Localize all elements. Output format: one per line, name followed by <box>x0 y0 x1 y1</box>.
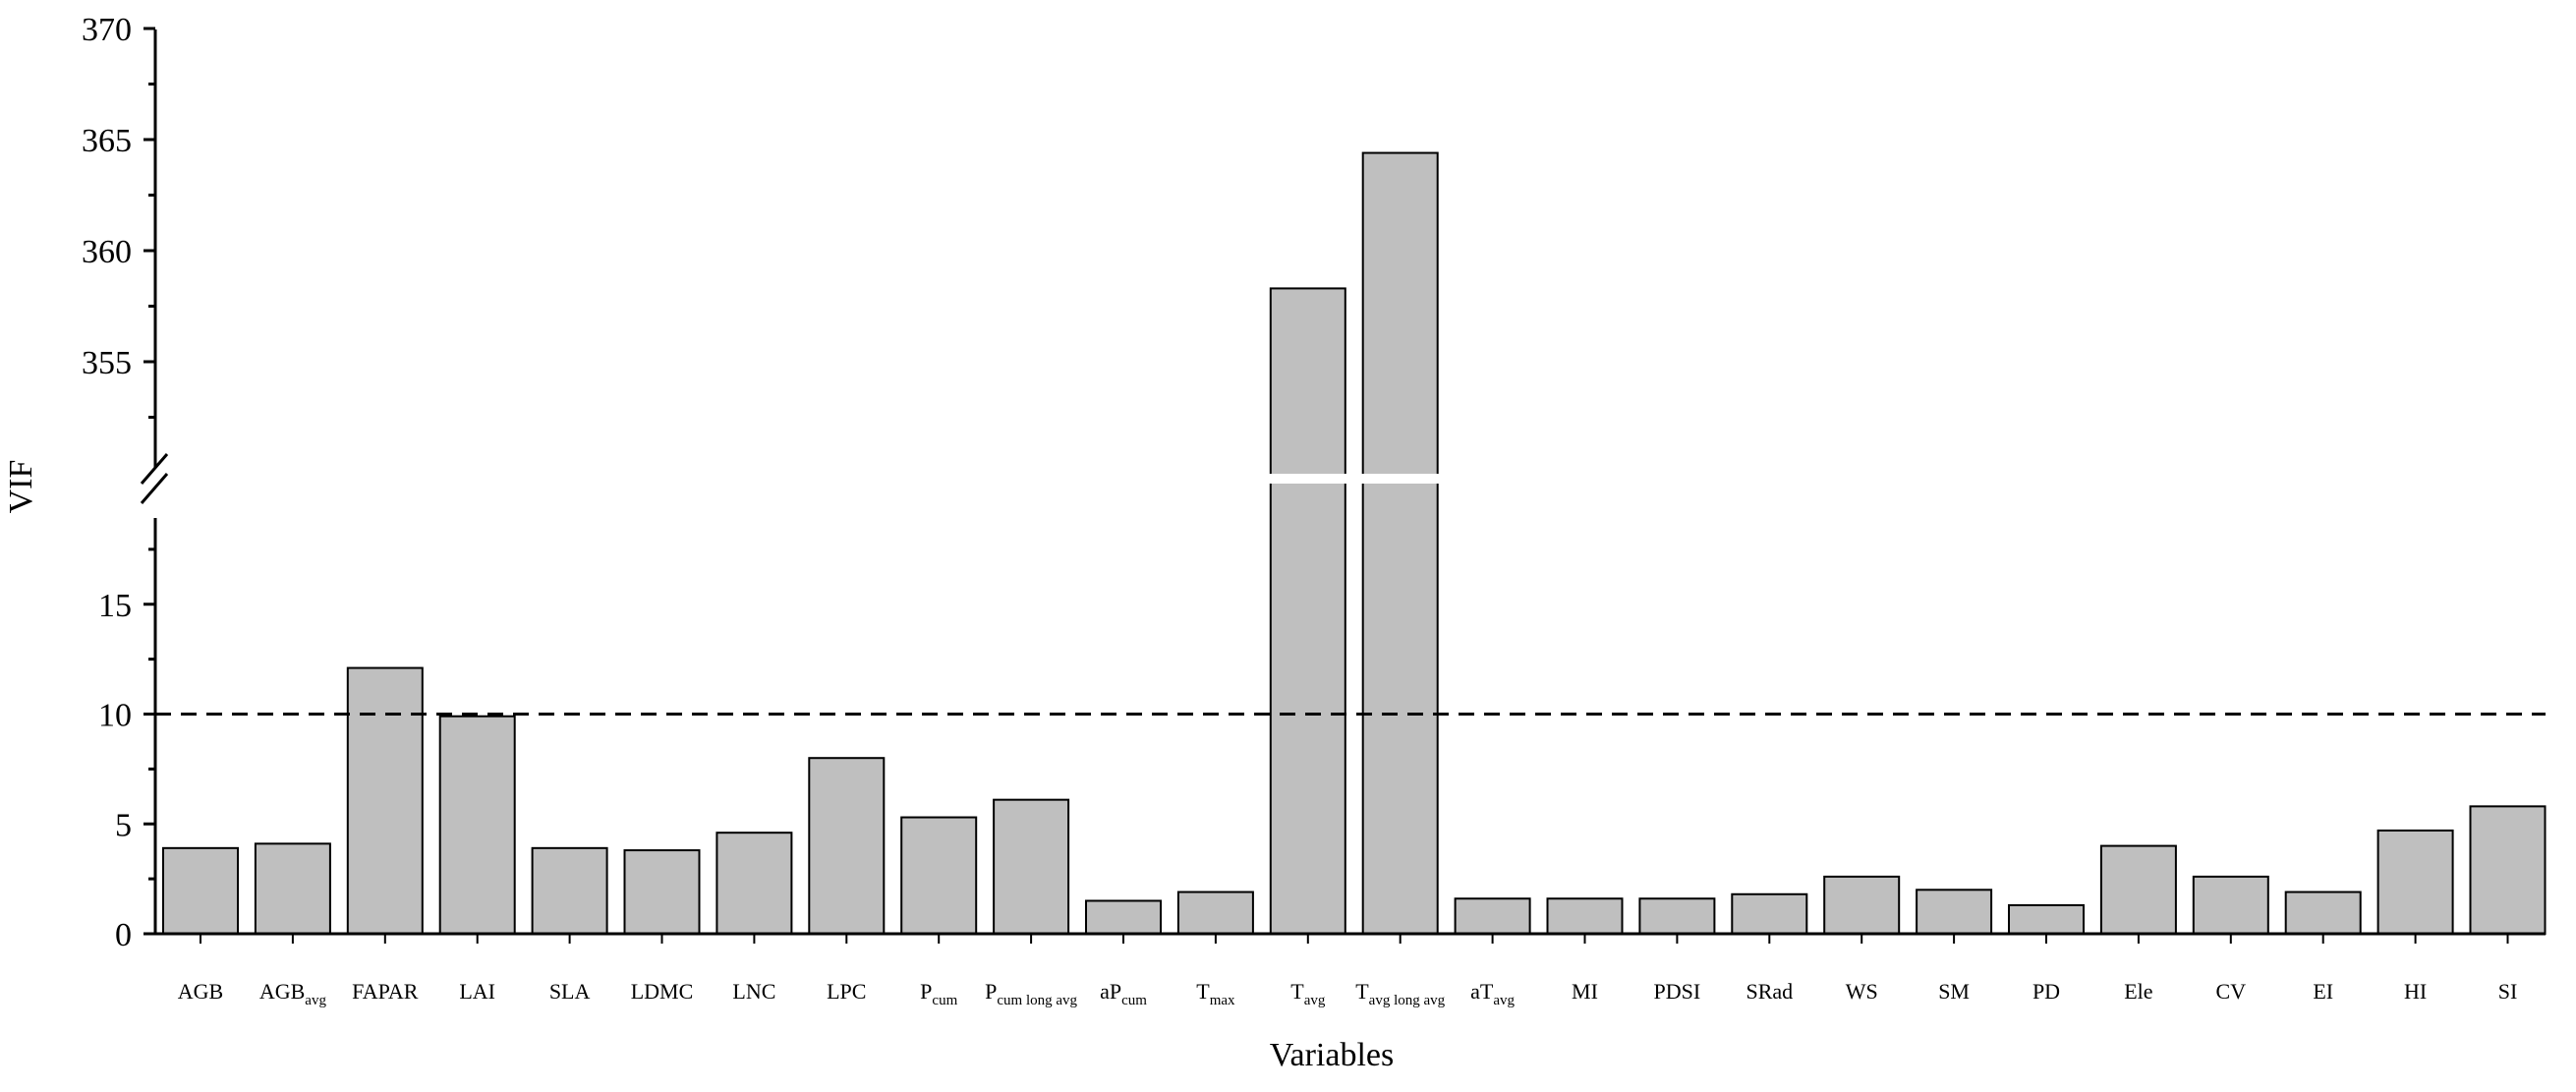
category-labels-group: AGB AGBavg FAPAR LAI SLA LDMC LNC LPC Pcum Pcum l… <box>178 979 2518 1008</box>
y-tick-label: 355 <box>82 345 132 381</box>
bar <box>623 849 701 936</box>
x-tick-label: aTavg <box>1470 979 1515 1008</box>
x-tick-label: SLA <box>549 979 591 1004</box>
bar <box>1085 899 1162 935</box>
bar <box>808 757 886 936</box>
y-tick-label: 360 <box>82 234 132 270</box>
axis-break-mark <box>140 453 169 485</box>
x-tick-label: Tavg long avg <box>1355 979 1445 1008</box>
x-axis-title: Variables <box>1270 1037 1395 1073</box>
x-tick-label: AGB <box>178 979 223 1004</box>
axes-group <box>140 27 2546 944</box>
x-tick-label: LNC <box>732 979 775 1004</box>
x-tick-label: SRad <box>1746 979 1793 1004</box>
bar <box>254 842 331 935</box>
bar <box>2469 805 2547 935</box>
x-tick-label: Pcum <box>920 979 957 1008</box>
bar <box>2099 844 2177 935</box>
x-tick-label: FAPAR <box>352 979 419 1004</box>
bar-break-gap <box>1356 474 1444 484</box>
x-tick-label: AGBavg <box>259 979 327 1008</box>
bar <box>1638 897 1716 935</box>
axis-break-mark <box>140 473 169 504</box>
y-tick-label: 10 <box>98 698 132 734</box>
bar <box>346 666 424 935</box>
y-tick-label: 0 <box>115 917 132 953</box>
y-tick-label: 15 <box>98 588 132 624</box>
y-tick-label: 370 <box>82 12 132 48</box>
bar <box>1176 891 1254 935</box>
x-tick-label: WS <box>1846 979 1878 1004</box>
x-tick-label: SI <box>2498 979 2518 1004</box>
tick-labels-group: 0 5 10 15 355 360 365 370 <box>82 12 132 953</box>
bar <box>2376 829 2454 936</box>
bar <box>2008 903 2085 936</box>
bar <box>900 816 978 935</box>
y-tick-label: 5 <box>115 807 132 843</box>
x-tick-label: LDMC <box>631 979 694 1004</box>
bar <box>531 846 608 936</box>
bar <box>1269 287 1346 936</box>
x-tick-label: SM <box>1938 979 1970 1004</box>
x-tick-label: LAI <box>459 979 495 1004</box>
x-tick-label: aPcum <box>1100 979 1147 1008</box>
bar <box>1731 892 1808 936</box>
bar <box>2192 875 2269 936</box>
x-tick-label: CV <box>2216 979 2247 1004</box>
x-tick-label: PDSI <box>1654 979 1701 1004</box>
y-axis-title: VIF <box>3 460 39 514</box>
bar <box>716 832 793 935</box>
bar-break-gap <box>1264 474 1351 484</box>
bar <box>438 715 516 935</box>
x-tick-label: EI <box>2313 979 2333 1004</box>
bar <box>1454 897 1531 935</box>
bar <box>2284 891 2362 935</box>
x-tick-label: LPC <box>827 979 866 1004</box>
x-tick-label: HI <box>2404 979 2427 1004</box>
x-tick-label: Tavg <box>1290 979 1326 1008</box>
x-tick-label: Tmax <box>1196 979 1235 1008</box>
y-tick-label: 365 <box>82 123 132 159</box>
bar <box>1361 151 1439 935</box>
x-tick-label: Pcum long avg <box>985 979 1077 1008</box>
bar <box>1823 875 1901 936</box>
x-tick-label: MI <box>1572 979 1598 1004</box>
bar <box>1916 889 1993 935</box>
bar <box>162 846 239 936</box>
bars-group <box>162 151 2547 936</box>
x-tick-label: PD <box>2032 979 2060 1004</box>
bar <box>1546 897 1624 935</box>
x-tick-label: Ele <box>2124 979 2152 1004</box>
bar <box>993 798 1070 935</box>
